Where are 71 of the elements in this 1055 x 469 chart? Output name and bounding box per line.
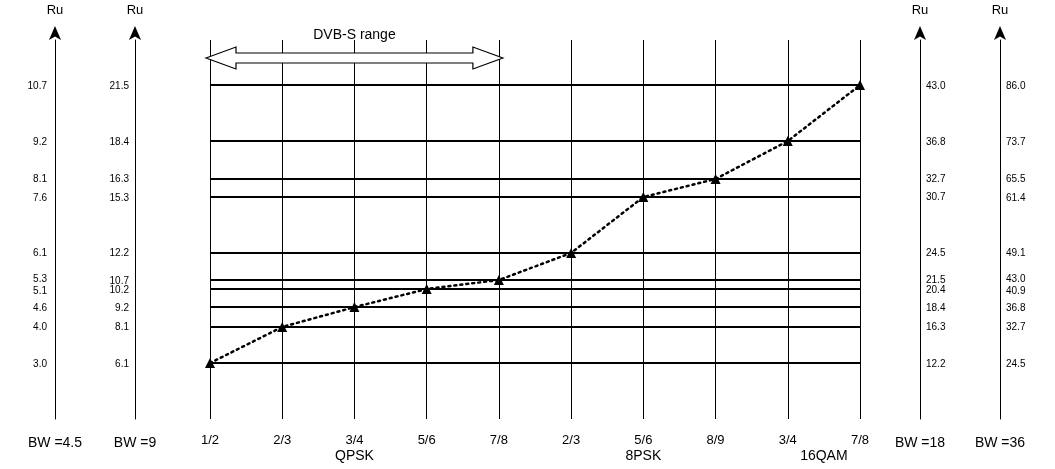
y-tick-label: 15.3 bbox=[109, 191, 130, 203]
y2-tick-label: 24.5 bbox=[926, 246, 946, 258]
y-tick-label: 9.2 bbox=[115, 301, 130, 313]
text: 7.6 bbox=[33, 191, 48, 203]
x-tick-label: 1/2 bbox=[200, 432, 220, 447]
y-tick-label: 21.5 bbox=[109, 79, 130, 91]
text: 3.0 bbox=[33, 357, 48, 369]
point bbox=[277, 321, 288, 332]
y2-axis-title: Ru bbox=[911, 2, 929, 17]
text: 5.1 bbox=[33, 285, 48, 297]
y-tick-label: 6.1 bbox=[115, 357, 130, 369]
text: 73.7 bbox=[1006, 135, 1026, 147]
text: 9.2 bbox=[33, 135, 48, 147]
text: 8.1 bbox=[33, 173, 48, 185]
text: Ru bbox=[46, 2, 64, 17]
y-tick-label: 18.4 bbox=[109, 135, 130, 147]
text: 8PSK bbox=[625, 447, 662, 463]
text: BW =9 bbox=[113, 434, 157, 450]
point bbox=[349, 302, 360, 313]
text: 65.5 bbox=[1006, 173, 1026, 185]
y2-tick-label: 32.7 bbox=[926, 172, 946, 184]
x-tick-label: 7/8 bbox=[850, 432, 870, 447]
text: 4.6 bbox=[33, 301, 48, 313]
y-axis-title: Ru bbox=[126, 2, 144, 17]
y2-tick-label: 36.8 bbox=[926, 135, 946, 147]
point bbox=[205, 358, 215, 369]
x-tick-label: 2/3 bbox=[273, 432, 292, 447]
text: 61.4 bbox=[1006, 191, 1026, 203]
point bbox=[782, 136, 793, 147]
text: BW =18 bbox=[894, 434, 946, 450]
y-tick-label: 16.3 bbox=[109, 173, 130, 185]
point bbox=[421, 284, 432, 295]
y2-tick-label: 12.2 bbox=[926, 357, 946, 369]
text: 4.0 bbox=[33, 321, 48, 333]
x-tick-label: 3/4 bbox=[778, 432, 797, 447]
text: 43.0 bbox=[1006, 273, 1026, 285]
y-tick-label: 10.7 bbox=[109, 274, 130, 286]
text: 32.7 bbox=[1006, 321, 1026, 333]
text: Ru bbox=[991, 2, 1009, 17]
x-tick-label: 5/6 bbox=[634, 432, 653, 447]
y-tick-label: 8.1 bbox=[115, 321, 130, 333]
text: 24.5 bbox=[1006, 357, 1026, 369]
y2-tick-label: 21.5 bbox=[926, 273, 946, 285]
y2-tick-label: 20.4 bbox=[926, 283, 946, 295]
point bbox=[638, 192, 649, 203]
y2-tick-label: 43.0 bbox=[926, 79, 946, 91]
x-tick-label: 8/9 bbox=[706, 432, 725, 447]
point bbox=[855, 80, 865, 91]
text: 5.3 bbox=[33, 273, 48, 285]
text: QPSK bbox=[334, 447, 375, 463]
text: 49.1 bbox=[1006, 247, 1026, 259]
text: 10.7 bbox=[27, 79, 48, 91]
x-tick-label: 5/6 bbox=[417, 432, 436, 447]
text: 86.0 bbox=[1006, 79, 1026, 91]
x-tick-label: 7/8 bbox=[489, 432, 508, 447]
x-tick-label: 2/3 bbox=[562, 432, 581, 447]
y2-tick-label: 16.3 bbox=[926, 320, 946, 332]
text: BW =4.5 bbox=[27, 434, 83, 450]
y2-tick-label: 30.7 bbox=[926, 190, 946, 202]
point bbox=[566, 247, 577, 258]
point bbox=[493, 275, 504, 286]
text: BW =36 bbox=[974, 434, 1026, 450]
annotation: DVB-S range bbox=[313, 26, 396, 42]
text: 36.8 bbox=[1006, 301, 1026, 313]
text: 40.9 bbox=[1006, 285, 1026, 297]
text: 6.1 bbox=[33, 247, 48, 259]
y2-tick-label: 18.4 bbox=[926, 301, 946, 313]
y-tick-label: 10.2 bbox=[109, 283, 130, 295]
x-tick-label: 3/4 bbox=[345, 432, 364, 447]
text: 16QAM bbox=[800, 447, 848, 463]
y-tick-label: 12.2 bbox=[109, 247, 130, 259]
